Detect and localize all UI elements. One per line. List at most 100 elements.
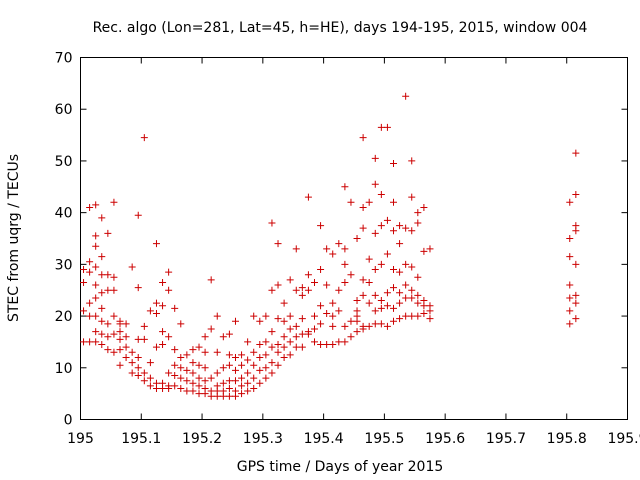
data-point-marker [268,286,276,294]
data-point-marker [213,312,221,320]
data-point-marker [383,216,391,224]
data-point-marker [165,382,173,390]
data-point-marker [414,219,422,227]
x-tick-label: 195.9 [607,431,640,447]
data-point-marker [250,384,258,392]
data-point-marker [116,335,124,343]
data-point-marker [189,379,197,387]
data-point-marker [335,286,343,294]
data-point-marker [152,379,160,387]
data-point-marker [390,160,398,168]
data-point-marker [310,312,318,320]
data-point-marker [104,286,112,294]
data-point-marker [298,284,306,292]
data-point-marker [171,361,179,369]
data-point-marker [323,245,331,253]
data-point-marker [317,266,325,274]
data-point-marker [231,317,239,325]
data-point-marker [347,333,355,341]
data-point-marker [566,198,574,206]
data-point-marker [274,281,282,289]
data-point-marker [572,260,580,268]
data-point-marker [80,338,88,346]
data-point-marker [159,278,167,286]
data-point-marker [201,348,209,356]
data-point-marker [341,183,349,191]
data-point-marker [286,276,294,284]
data-point-marker [304,328,312,336]
data-point-marker [195,361,203,369]
data-point-marker [86,268,94,276]
data-point-marker [219,387,227,395]
data-point-marker [414,291,422,299]
data-point-marker [250,374,258,382]
data-point-marker [256,353,264,361]
data-point-marker [390,284,398,292]
data-point-marker [219,379,227,387]
data-point-marker [165,286,173,294]
data-point-marker [195,382,203,390]
data-point-marker [572,291,580,299]
data-point-marker [292,245,300,253]
data-point-marker [165,333,173,341]
data-point-marker [359,134,367,142]
x-tick-label: 195.5 [364,431,404,447]
data-point-marker [414,273,422,281]
data-point-marker [98,304,106,312]
data-point-marker [92,294,100,302]
data-point-marker [225,330,233,338]
data-point-marker [359,291,367,299]
data-point-marker [238,382,246,390]
data-point-marker [292,343,300,351]
data-point-marker [323,309,331,317]
data-point-marker [335,307,343,315]
data-point-marker [98,330,106,338]
data-point-marker [292,333,300,341]
data-point-marker [359,276,367,284]
data-point-marker [317,222,325,230]
y-tick-label: 50 [55,154,73,170]
data-point-marker [122,343,130,351]
data-point-marker [414,312,422,320]
data-point-marker [92,281,100,289]
data-point-marker [341,322,349,330]
data-point-marker [256,317,264,325]
data-point-marker [390,266,398,274]
data-point-marker [383,289,391,297]
data-point-marker [159,341,167,349]
data-point-marker [110,312,118,320]
data-point-marker [426,302,434,310]
data-point-marker [329,299,337,307]
data-point-marker [244,338,252,346]
data-point-marker [213,348,221,356]
data-point-marker [402,312,410,320]
data-point-marker [244,369,252,377]
data-point-marker [152,343,160,351]
data-point-marker [80,307,88,315]
data-point-marker [390,227,398,235]
data-point-marker [128,263,136,271]
data-point-marker [165,268,173,276]
data-point-marker [116,346,124,354]
data-point-marker [420,297,428,305]
data-point-marker [159,328,167,336]
data-point-marker [207,374,215,382]
data-point-marker [159,302,167,310]
data-point-marker [171,382,179,390]
data-point-marker [347,317,355,325]
data-point-marker [323,281,331,289]
data-point-marker [110,348,118,356]
data-point-marker [402,294,410,302]
data-point-marker [238,374,246,382]
data-point-marker [304,271,312,279]
data-point-marker [280,343,288,351]
data-point-marker [365,255,373,263]
y-tick-label: 30 [55,257,73,273]
data-point-marker [140,377,148,385]
x-tick-label: 195.8 [547,431,587,447]
data-point-marker [310,325,318,333]
data-point-marker [396,268,404,276]
data-point-marker [286,325,294,333]
data-point-marker [195,343,203,351]
data-point-marker [371,320,379,328]
